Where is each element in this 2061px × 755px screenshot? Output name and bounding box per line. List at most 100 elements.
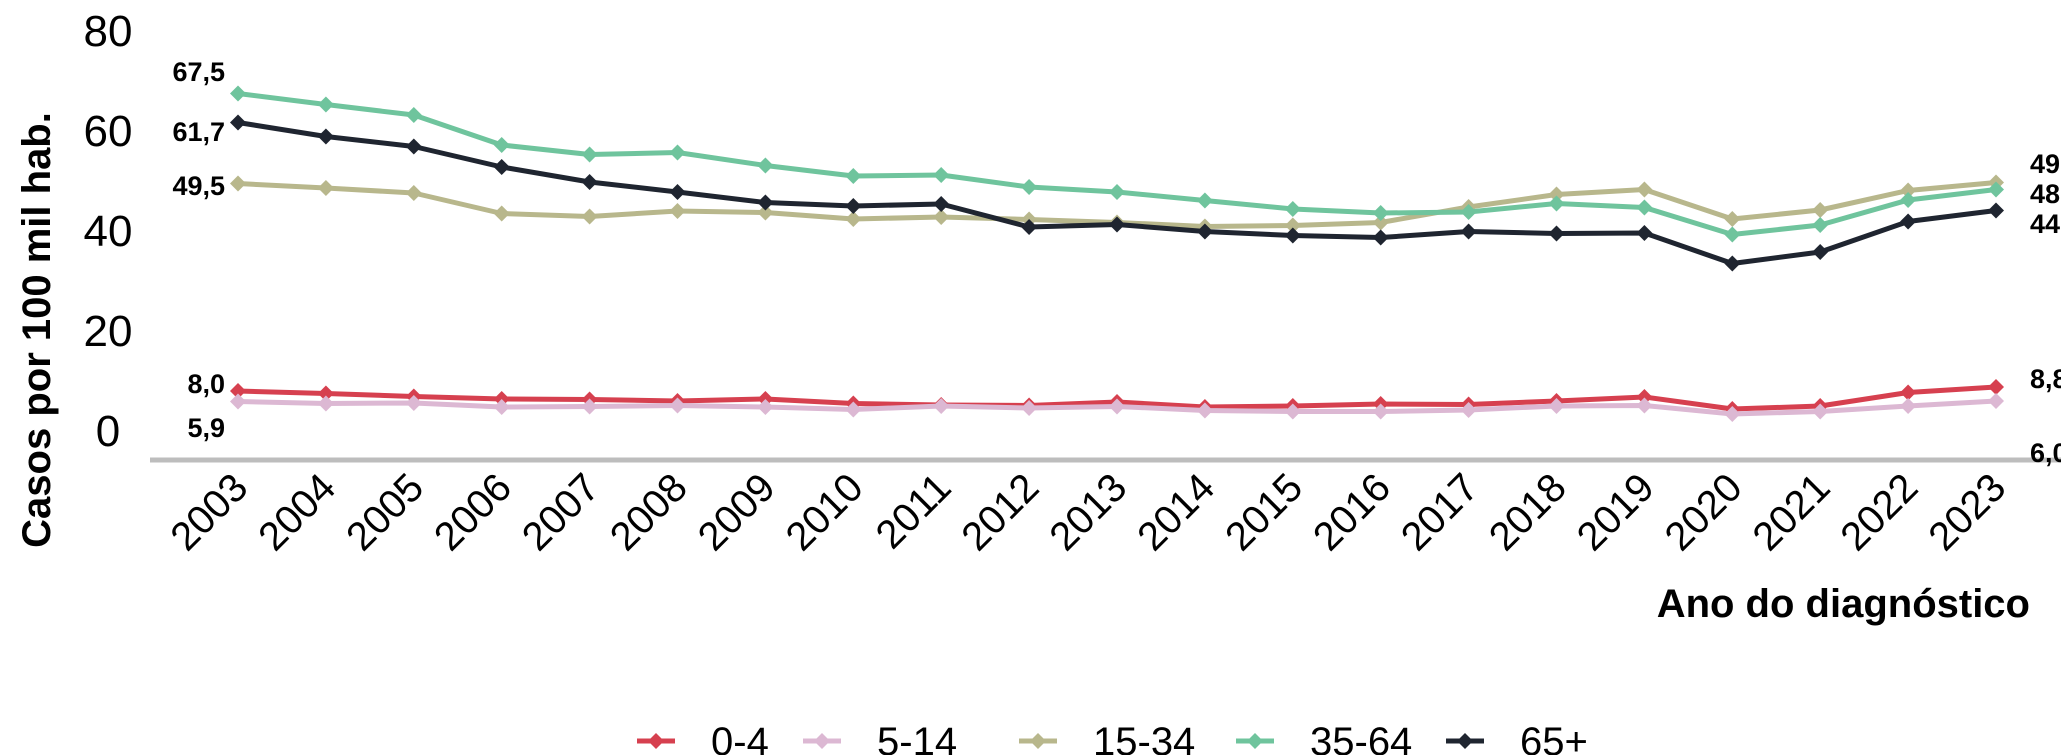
legend-marker: [1030, 733, 1046, 749]
data-point: [757, 194, 774, 211]
data-point: [1021, 179, 1038, 195]
data-label-last: 8,8: [2030, 364, 2061, 394]
data-label-first: 67,5: [172, 57, 225, 87]
data-label-last: 44,1: [2030, 209, 2061, 239]
series-65+: [230, 114, 2004, 272]
data-point: [1284, 217, 1301, 234]
data-point: [1900, 213, 1917, 230]
data-point: [669, 397, 686, 414]
x-tick-label: 2014: [1129, 465, 1223, 559]
data-point: [1548, 225, 1565, 242]
data-point: [1284, 201, 1301, 217]
x-tick-label: 2022: [1832, 465, 1926, 559]
data-point: [230, 114, 246, 131]
data-point: [1988, 202, 2004, 219]
data-point: [933, 167, 950, 183]
legend: 0-4 5-14 15-34 35-64 65+: [637, 720, 1588, 755]
series-5-14: [230, 393, 2004, 422]
legend-label: 65+: [1520, 720, 1588, 755]
legend-marker: [648, 733, 664, 749]
data-point: [669, 184, 686, 200]
data-point: [1988, 393, 2004, 409]
legend-item-35-64: 35-64: [1236, 720, 1412, 755]
data-label-last: 49,7: [2030, 149, 2061, 179]
data-label-first: 8,0: [187, 369, 225, 399]
data-point: [1724, 406, 1741, 422]
data-point: [405, 138, 422, 155]
data-point: [493, 137, 510, 153]
legend-marker: [814, 733, 830, 749]
x-tick-label: 2010: [778, 465, 872, 559]
x-tick-label: 2019: [1569, 465, 1663, 559]
data-point: [1812, 403, 1829, 420]
data-point: [1372, 205, 1389, 221]
y-axis-ticks: 0 20 40 60 80: [84, 7, 133, 456]
data-point: [1812, 202, 1829, 218]
data-point: [845, 168, 862, 184]
data-point: [1460, 223, 1477, 240]
legend-item-15-34: 15-34: [1019, 720, 1195, 755]
x-tick-label: 2016: [1305, 465, 1399, 559]
data-point: [1812, 244, 1829, 260]
data-point: [230, 175, 246, 192]
data-point: [1284, 403, 1301, 420]
x-tick-label: 2004: [250, 465, 344, 559]
data-point: [581, 208, 598, 225]
x-tick-label: 2007: [514, 465, 608, 559]
data-point: [757, 204, 774, 221]
series-35-64: [230, 85, 2004, 243]
x-tick-label: 2005: [338, 465, 432, 559]
data-point: [405, 107, 422, 123]
data-point: [1372, 229, 1389, 246]
x-tick-label: 2020: [1657, 465, 1751, 559]
data-point: [1900, 192, 1917, 208]
legend-label: 15-34: [1093, 720, 1195, 755]
y-tick-label: 20: [84, 307, 133, 356]
data-point: [669, 144, 686, 161]
data-point: [1900, 384, 1917, 401]
data-point: [1372, 214, 1389, 231]
data-point: [1724, 211, 1741, 227]
data-point: [845, 211, 862, 227]
legend-item-0-4: 0-4: [637, 720, 769, 755]
data-point: [1636, 389, 1653, 405]
data-point: [493, 205, 510, 222]
data-point: [317, 395, 334, 412]
legend-label: 0-4: [711, 720, 769, 755]
data-label-last: 6,0: [2030, 438, 2061, 468]
data-point: [1724, 255, 1741, 272]
x-axis-title: Ano do diagnóstico: [1657, 582, 2030, 626]
x-tick-label: 2006: [426, 465, 520, 559]
data-point: [493, 159, 510, 175]
data-point: [1021, 400, 1038, 416]
data-point: [1548, 186, 1565, 203]
data-point: [933, 398, 950, 414]
data-point: [317, 96, 334, 113]
x-tick-label: 2023: [1920, 465, 2014, 559]
data-point: [581, 174, 598, 190]
x-tick-label: 2008: [602, 465, 696, 559]
data-point: [1109, 216, 1125, 233]
data-point: [1812, 217, 1829, 233]
data-point: [1196, 223, 1213, 240]
data-point: [1021, 219, 1038, 235]
data-point: [933, 196, 950, 212]
data-label-first: 61,7: [172, 117, 225, 147]
data-label-last: 48,3: [2030, 179, 2061, 209]
data-point: [1900, 182, 1917, 199]
data-point: [230, 383, 246, 399]
legend-label: 5-14: [877, 720, 957, 755]
data-label-first: 49,5: [172, 171, 225, 201]
data-point: [1900, 398, 1917, 414]
data-point: [405, 395, 422, 411]
data-point: [1988, 181, 2004, 198]
data-point: [1988, 379, 2004, 395]
y-tick-label: 40: [84, 207, 133, 256]
x-tick-label: 2009: [690, 465, 784, 559]
legend-item-5-14: 5-14: [803, 720, 957, 755]
data-point: [581, 398, 598, 415]
x-tick-label: 2018: [1481, 465, 1575, 559]
data-point: [230, 393, 246, 410]
data-point: [317, 128, 334, 145]
